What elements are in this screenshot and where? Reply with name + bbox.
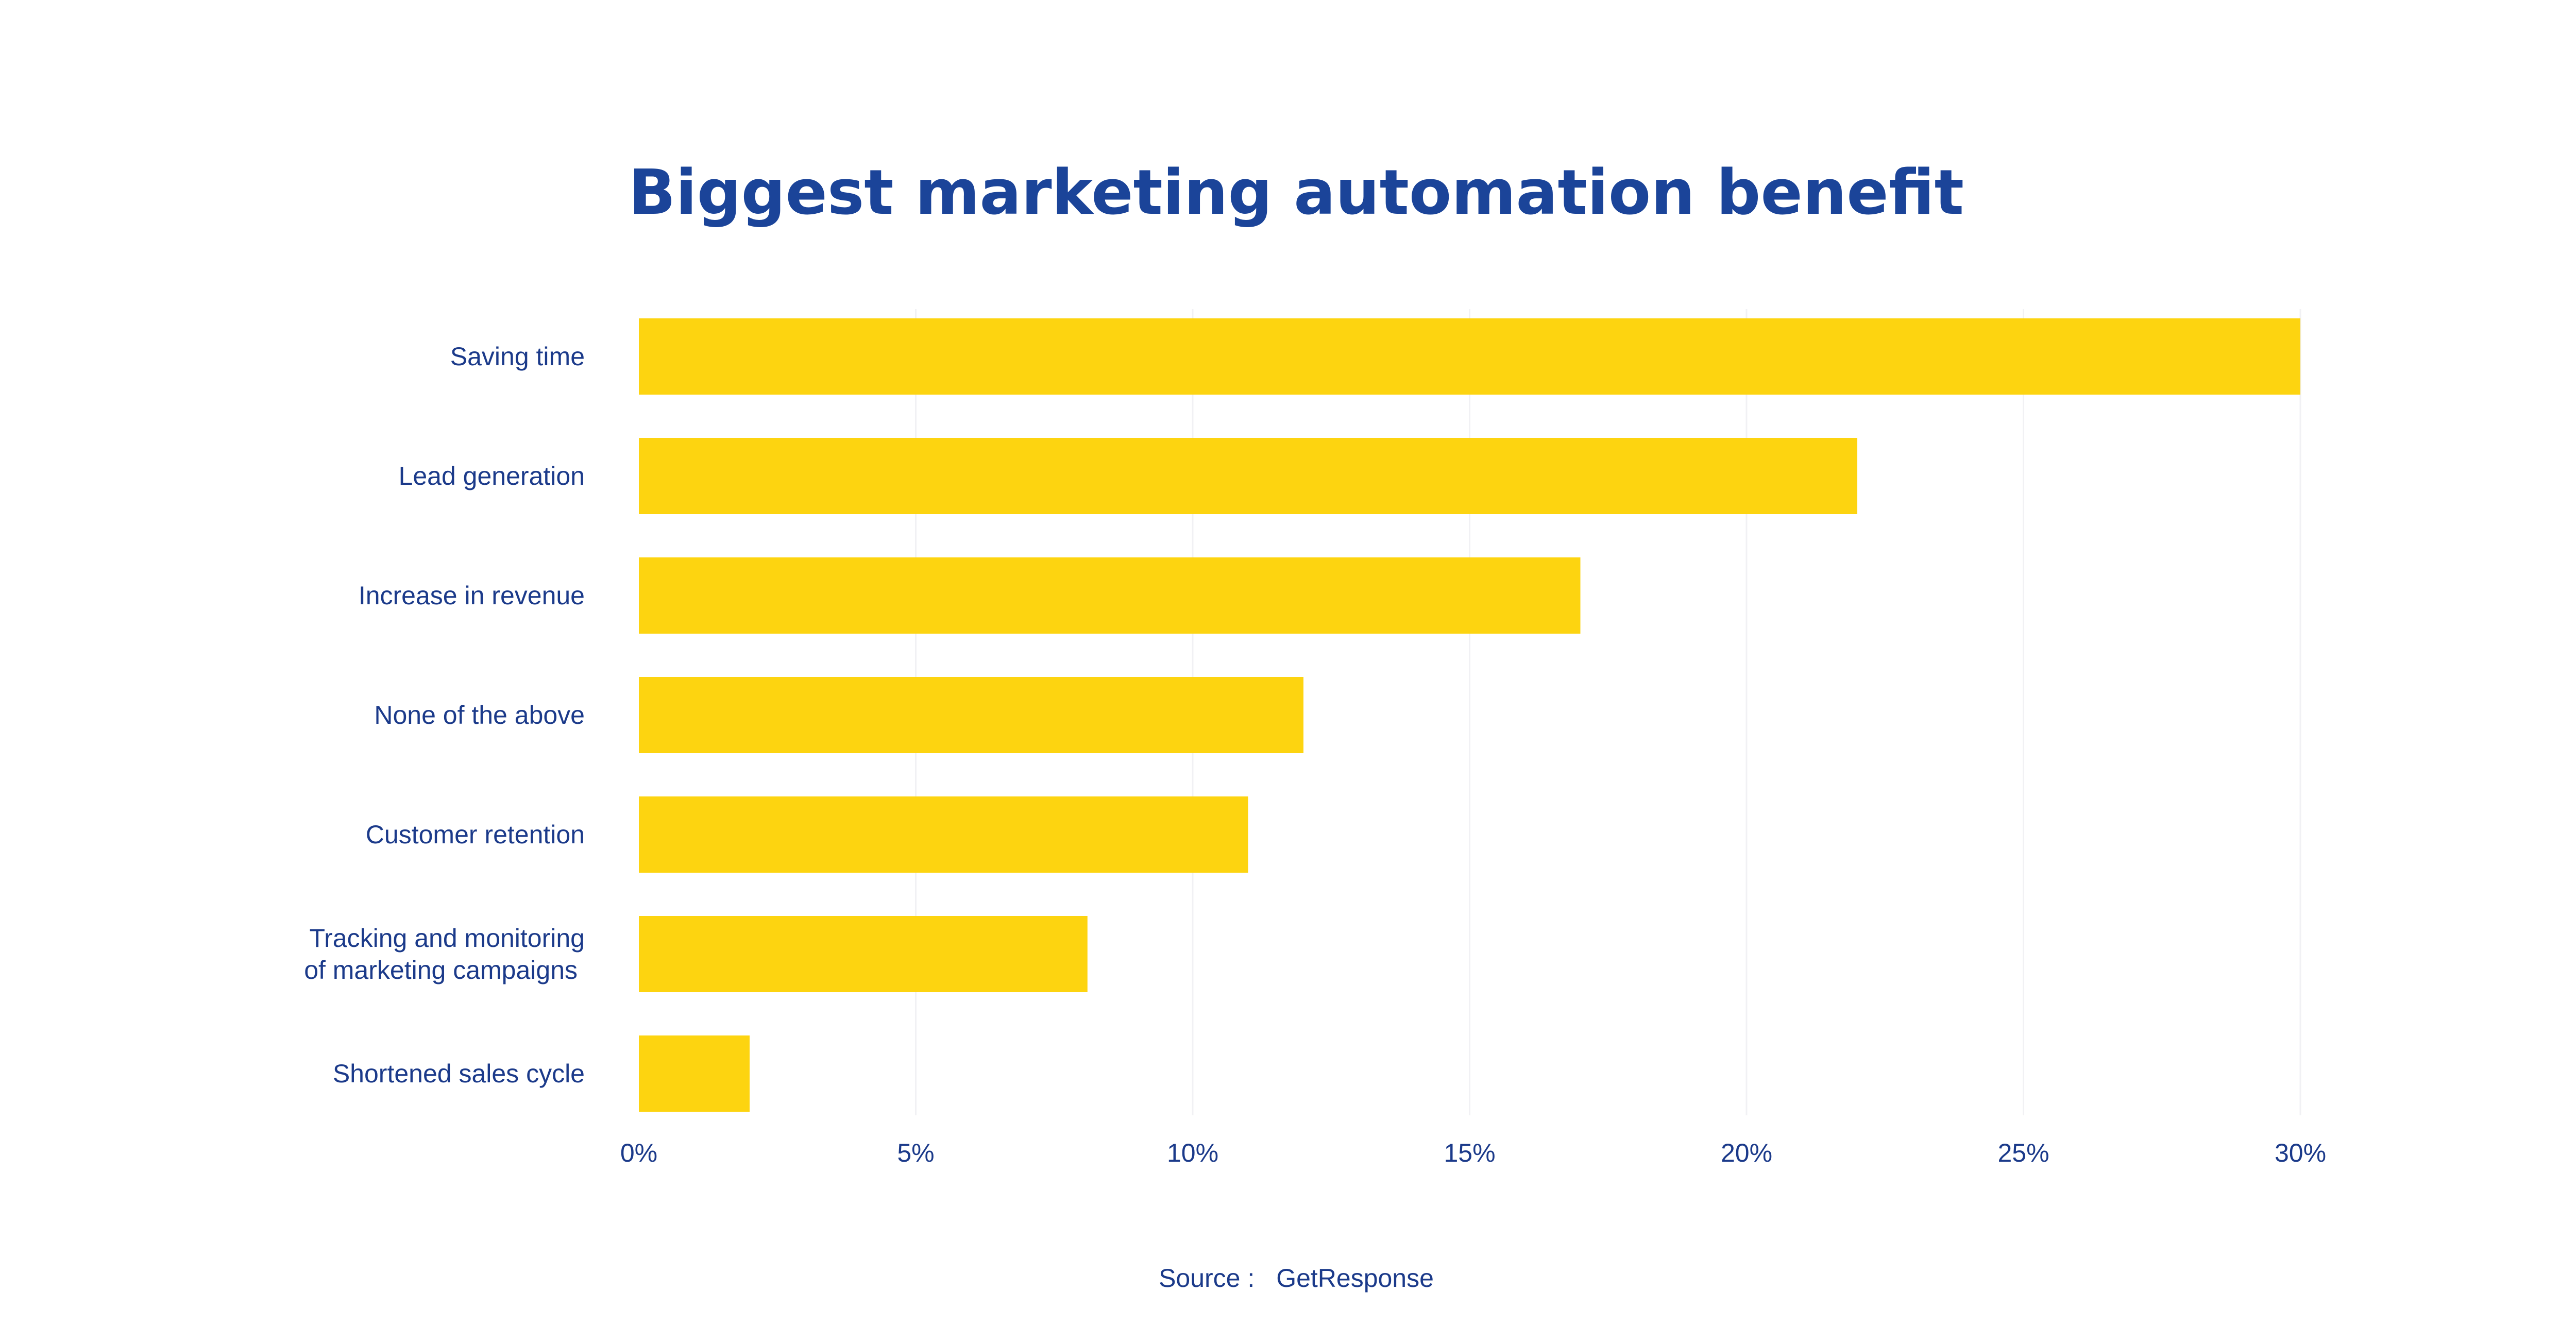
bars — [639, 318, 2300, 1112]
category-label: None of the above — [374, 701, 585, 729]
category-label-line: Tracking and monitoring — [309, 924, 585, 953]
bar — [639, 1035, 750, 1112]
category-label-line: Lead generation — [399, 462, 585, 490]
x-tick-label: 25% — [1997, 1139, 2049, 1167]
category-label-line: None of the above — [374, 701, 585, 729]
x-tick-label: 10% — [1167, 1139, 1218, 1167]
source-line: Source : GetResponse — [1159, 1264, 1434, 1293]
x-tick-label: 0% — [620, 1139, 657, 1167]
category-label-line: Customer retention — [366, 820, 585, 849]
category-label: Increase in revenue — [359, 581, 585, 610]
category-label: Tracking and monitoring of marketing camp… — [304, 924, 585, 984]
source-value: GetResponse — [1276, 1264, 1434, 1293]
bar — [639, 438, 1857, 514]
bar — [639, 796, 1248, 873]
category-label-line: Saving time — [450, 342, 585, 371]
category-labels: Saving time Lead generation Increase in re… — [304, 342, 585, 1088]
category-label-line: of marketing campaigns — [304, 956, 578, 984]
bar — [639, 916, 1088, 992]
bar — [639, 318, 2300, 395]
chart-title: Biggest marketing automation benefit — [629, 157, 1964, 229]
category-label-line: Shortened sales cycle — [333, 1059, 585, 1088]
category-label-line: Increase in revenue — [359, 581, 585, 610]
x-axis-ticks: 0% 5% 10% 15% 20% 25% 30% — [620, 1139, 2326, 1167]
source-label: Source : — [1159, 1264, 1255, 1293]
x-tick-label: 20% — [1721, 1139, 1772, 1167]
category-label: Lead generation — [399, 462, 585, 490]
category-label: Saving time — [450, 342, 585, 371]
bar — [639, 677, 1303, 753]
category-label: Shortened sales cycle — [333, 1059, 585, 1088]
bar — [639, 557, 1581, 634]
x-tick-label: 5% — [897, 1139, 934, 1167]
category-label: Customer retention — [366, 820, 585, 849]
x-tick-label: 15% — [1444, 1139, 1495, 1167]
x-tick-label: 30% — [2275, 1139, 2326, 1167]
